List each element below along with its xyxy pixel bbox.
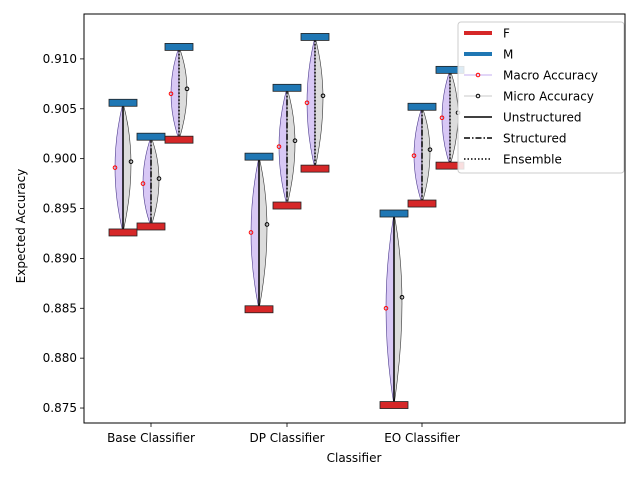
- plot-area: [108, 33, 465, 409]
- micro-violin: [393, 213, 403, 406]
- micro-violin: [421, 106, 431, 204]
- legend-marker: [475, 93, 481, 99]
- macro-point: [411, 153, 417, 158]
- m-bar: [108, 98, 138, 107]
- micro-point: [184, 86, 190, 92]
- macro-point: [304, 100, 310, 106]
- y-axis-label: Expected Accuracy: [14, 169, 28, 284]
- micro-point: [399, 295, 405, 300]
- f-bar: [379, 401, 409, 409]
- y-tick-label: 0.890: [43, 251, 77, 265]
- legend-label: M: [503, 48, 513, 62]
- m-bar: [272, 83, 302, 92]
- legend-handle: [464, 93, 492, 99]
- micro-point: [292, 138, 298, 143]
- legend: FM Macro Accuracy Micro Accuracy Unstructur…: [457, 21, 625, 174]
- x-tick-label: EO Classifier: [384, 431, 460, 445]
- legend-label: Macro Accuracy: [503, 69, 598, 83]
- macro-point: [248, 230, 254, 235]
- macro-violin: [142, 136, 152, 227]
- y-tick-label: 0.880: [43, 351, 77, 365]
- f-bar: [272, 201, 302, 210]
- micro-violin: [150, 136, 160, 227]
- f-bar: [244, 305, 274, 314]
- macro-point: [383, 305, 389, 311]
- micro-violin: [449, 69, 459, 166]
- macro-violin: [170, 46, 180, 140]
- macro-violin: [278, 87, 288, 206]
- macro-violin: [114, 102, 124, 233]
- legend-handle: [464, 72, 492, 78]
- macro-point: [276, 144, 282, 149]
- legend-label: Micro Accuracy: [503, 90, 594, 104]
- legend-marker: [475, 72, 481, 78]
- y-tick-label: 0.910: [43, 52, 77, 66]
- micro-point: [320, 93, 326, 99]
- y-tick-label: 0.905: [43, 102, 77, 116]
- macro-violin: [250, 156, 260, 310]
- f-bar: [108, 228, 138, 237]
- axes: 0.875 0.880 0.885 0.890 0.895 0.900 0.905 0.910…: [43, 13, 626, 445]
- macro-violin: [413, 106, 423, 204]
- m-bar: [407, 102, 437, 111]
- y-tick-label: 0.885: [43, 301, 77, 315]
- m-bar: [164, 43, 194, 51]
- x-tick-label: DP Classifier: [249, 431, 324, 445]
- y-tick-label: 0.895: [43, 202, 77, 216]
- legend-label: Ensemble: [503, 153, 562, 167]
- m-bar: [300, 33, 330, 41]
- macro-point: [168, 91, 174, 97]
- micro-violin: [178, 46, 188, 140]
- m-bar: [379, 209, 409, 218]
- micro-violin: [314, 36, 324, 169]
- legend-label: F: [503, 27, 510, 41]
- axes-frame: [83, 13, 626, 424]
- f-bar: [136, 222, 166, 231]
- micro-violin: [122, 102, 132, 233]
- macro-violin: [306, 36, 316, 169]
- f-bar: [407, 199, 437, 208]
- f-bar: [300, 164, 330, 173]
- f-bar: [164, 135, 194, 144]
- micro-point: [128, 159, 134, 164]
- macro-point: [140, 181, 146, 186]
- legend-label: Unstructured: [503, 111, 581, 125]
- micro-point: [264, 222, 270, 227]
- micro-violin: [258, 156, 268, 310]
- m-bar: [244, 152, 274, 161]
- macro-violin: [385, 213, 395, 406]
- legend-box: [457, 21, 625, 174]
- y-tick-label: 0.875: [43, 401, 77, 415]
- micro-point: [156, 176, 162, 181]
- x-axis-label: Classifier: [327, 451, 382, 465]
- macro-point: [112, 165, 118, 170]
- m-bar: [136, 132, 166, 141]
- legend-label: Structured: [503, 132, 566, 146]
- y-tick-label: 0.900: [43, 152, 77, 166]
- x-tick-label: Base Classifier: [107, 431, 195, 445]
- macro-violin: [441, 69, 451, 166]
- macro-point: [439, 115, 445, 121]
- micro-violin: [286, 87, 296, 206]
- micro-point: [427, 147, 433, 152]
